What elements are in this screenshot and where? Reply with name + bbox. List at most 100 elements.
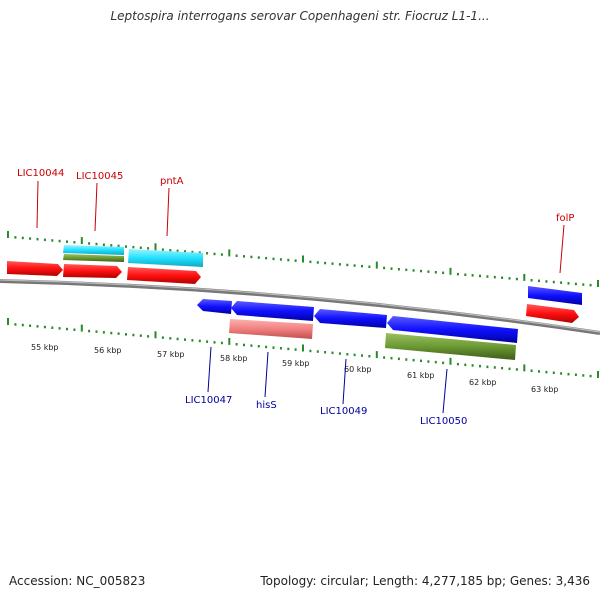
minor-tick [66, 240, 68, 243]
major-tick [375, 261, 378, 269]
minor-tick [420, 359, 422, 363]
minor-tick [420, 269, 422, 273]
minor-tick [66, 327, 68, 331]
minor-tick [265, 256, 268, 260]
olive-feature[interactable] [385, 333, 516, 360]
minor-tick [574, 373, 577, 376]
gene-arrow-forward[interactable] [63, 264, 122, 278]
gene-arrow-forward[interactable] [7, 261, 63, 276]
minor-tick [493, 366, 496, 369]
minor-tick [132, 245, 135, 249]
tick-label: 62 kbp [469, 378, 497, 387]
minor-tick [552, 371, 555, 374]
minor-tick [346, 263, 349, 267]
pink-feature[interactable] [229, 319, 313, 339]
minor-tick [316, 350, 319, 353]
minor-tick [508, 367, 511, 371]
gene-label-pntA[interactable]: pntA [160, 176, 184, 187]
minor-tick [567, 282, 570, 285]
minor-tick [338, 263, 341, 266]
minor-tick [21, 236, 24, 240]
minor-tick [346, 353, 349, 356]
gene-label-LIC10047[interactable]: LIC10047 [185, 395, 232, 406]
minor-tick [361, 264, 363, 268]
minor-tick [397, 268, 400, 271]
label-leaders [36, 180, 565, 414]
minor-tick [184, 338, 186, 341]
gene-arrow-reverse[interactable] [314, 309, 387, 328]
gene-label-hisS[interactable]: hisS [256, 400, 277, 411]
tick-label: 61 kbp [407, 371, 435, 380]
minor-tick [206, 340, 209, 343]
cyan-feature[interactable] [63, 245, 124, 255]
minor-tick [508, 277, 511, 280]
major-tick [523, 273, 526, 281]
major-tick [597, 280, 599, 287]
minor-tick [338, 352, 341, 355]
major-tick [597, 371, 599, 378]
olive-feature[interactable] [63, 254, 124, 262]
minor-tick [434, 360, 437, 364]
cyan-feature[interactable] [128, 249, 203, 267]
minor-tick [29, 237, 32, 240]
gene-label-LIC10049[interactable]: LIC10049 [320, 406, 367, 417]
gene-label-folP[interactable]: folP [556, 213, 574, 224]
minor-tick [552, 280, 555, 284]
minor-tick [250, 255, 253, 259]
gene-arrow-forward[interactable] [127, 267, 201, 284]
minor-tick [95, 242, 98, 246]
minor-tick [88, 242, 91, 245]
inner-tick-row [7, 318, 599, 378]
minor-tick [287, 347, 290, 351]
tick-label: 57 kbp [157, 350, 185, 359]
minor-tick [58, 239, 61, 243]
gene-arrow-reverse[interactable] [528, 286, 582, 305]
gene-arrow-forward[interactable] [526, 304, 579, 323]
minor-tick [479, 364, 481, 368]
minor-tick [36, 237, 39, 241]
minor-tick [368, 355, 371, 358]
major-tick [523, 364, 526, 372]
outer-tick-row [7, 231, 599, 287]
minor-tick [139, 246, 142, 249]
minor-tick [434, 271, 437, 274]
minor-tick [493, 275, 496, 279]
minor-tick [368, 265, 371, 268]
gene-arrow-reverse[interactable] [387, 316, 518, 343]
minor-tick [309, 349, 312, 353]
major-tick [449, 357, 452, 365]
minor-tick [110, 244, 113, 247]
major-tick [154, 243, 157, 251]
major-tick [80, 324, 83, 332]
tick-label: 60 kbp [344, 365, 372, 374]
gene-arrow-reverse[interactable] [231, 301, 314, 321]
accession-text: Accession: NC_005823 [9, 574, 146, 588]
minor-tick [14, 236, 17, 239]
minor-tick [442, 271, 445, 275]
minor-tick [147, 247, 150, 250]
minor-tick [125, 333, 127, 336]
gene-label-LIC10045[interactable]: LIC10045 [76, 171, 123, 182]
minor-tick [220, 341, 223, 345]
minor-tick [353, 264, 356, 267]
minor-tick [574, 282, 577, 286]
tick-labels: 55 kbp 56 kbp 57 kbp 58 kbp 59 kbp 60 kb… [31, 343, 559, 394]
minor-tick [530, 279, 533, 282]
gene-arrow-reverse[interactable] [197, 299, 232, 314]
minor-tick [471, 274, 474, 277]
minor-tick [309, 260, 312, 264]
gene-label-LIC10044[interactable]: LIC10044 [17, 168, 64, 179]
minor-tick [456, 272, 459, 276]
minor-tick [538, 370, 540, 373]
minor-tick [161, 248, 164, 251]
minor-tick [324, 351, 327, 354]
gene-label-LIC10050[interactable]: LIC10050 [420, 416, 467, 427]
major-tick [7, 318, 9, 325]
minor-tick [383, 356, 386, 359]
minor-tick [161, 336, 164, 339]
minor-tick [589, 283, 592, 287]
minor-tick [501, 276, 504, 279]
minor-tick [206, 252, 209, 255]
minor-tick [353, 353, 356, 357]
minor-tick [390, 356, 393, 360]
